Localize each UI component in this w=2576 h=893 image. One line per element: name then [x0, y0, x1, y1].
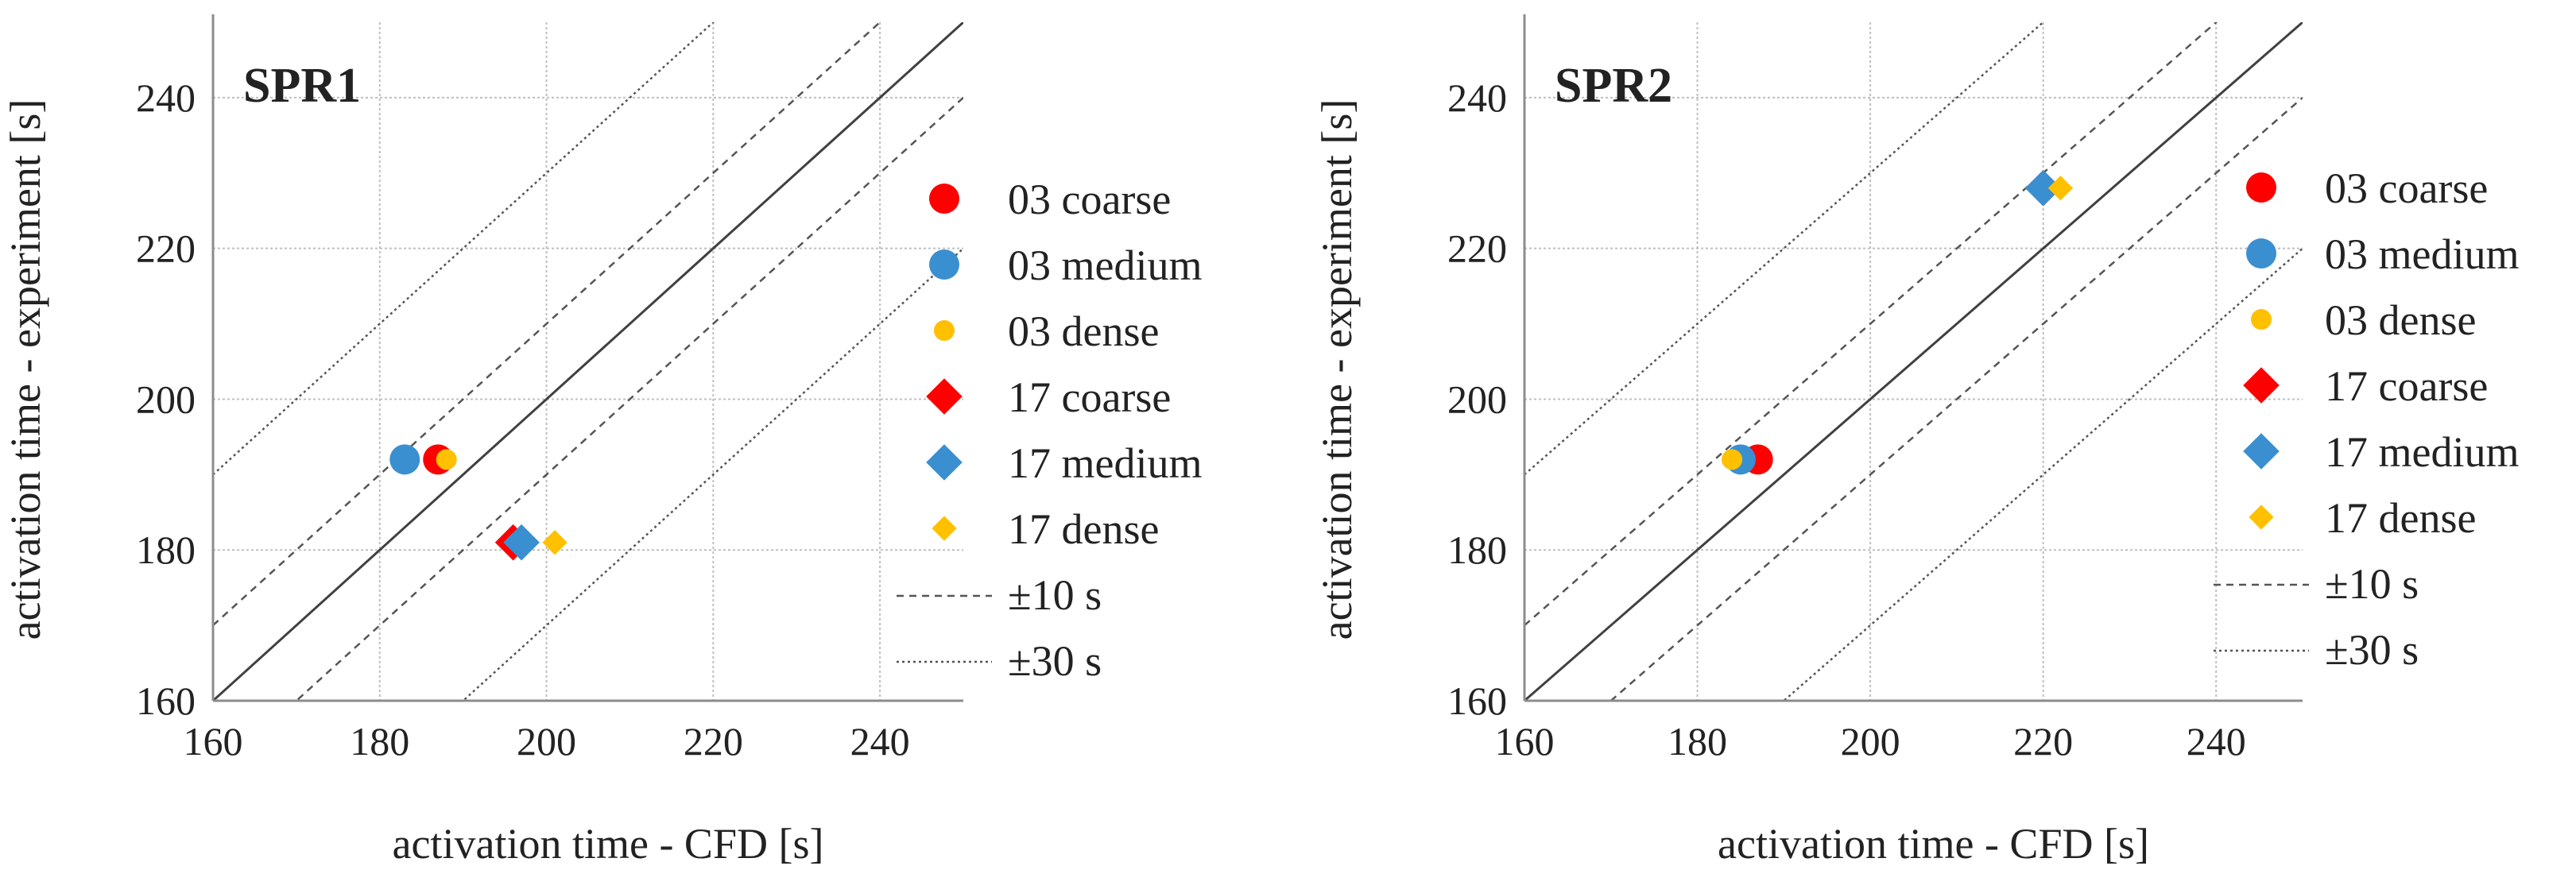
legend-label: 03 coarse [2325, 164, 2488, 212]
data-point-17-medium [2024, 169, 2062, 207]
x-tick-label: 180 [1668, 719, 1727, 763]
y-tick-label: 220 [1447, 226, 1507, 271]
x-tick-label: 200 [517, 719, 576, 763]
reference-lines [1524, 22, 2303, 701]
legend-label: 03 medium [1008, 242, 1202, 289]
legend-marker [2251, 309, 2272, 330]
legend-label: 03 medium [2325, 230, 2519, 278]
identity-line [213, 22, 963, 701]
legend-label: 17 dense [1008, 505, 1159, 553]
data-point-17-dense [2047, 176, 2074, 201]
x-tick-label: 180 [350, 719, 409, 763]
legend-label: 17 coarse [1008, 373, 1171, 421]
y-tick-label: 200 [136, 377, 196, 421]
legend-marker [929, 184, 959, 214]
y-axis-title: activation time - experiment [s] [1313, 99, 1361, 640]
data-point-03-dense [436, 449, 457, 470]
x-tick-label: 160 [184, 719, 243, 763]
gridlines [1524, 22, 2303, 701]
legend-label: 03 dense [2325, 296, 2476, 344]
x-tick-label: 200 [1841, 719, 1900, 763]
legend-label: 17 dense [2325, 494, 2476, 542]
ref-line-30s [213, 22, 715, 476]
legend-label: ±30 s [2325, 626, 2419, 674]
data-points [389, 444, 567, 561]
chart-panel-1: 160 180 200 220 240 160 180 200 220 240 activation… [2, 14, 1202, 868]
legend-marker [2243, 367, 2280, 404]
legend-label: ±10 s [2325, 560, 2419, 608]
data-points [1722, 169, 2074, 475]
y-tick-label: 160 [1447, 678, 1507, 723]
x-tick-label: 240 [850, 719, 910, 763]
legend-marker [926, 378, 963, 415]
legend-marker [932, 516, 957, 541]
legend-marker [2249, 504, 2274, 530]
ref-line-30s [461, 247, 963, 701]
x-tick-label: 240 [2187, 719, 2246, 763]
legend-label: ±30 s [1008, 637, 1102, 685]
legend-label: ±10 s [1008, 571, 1102, 619]
gridlines [213, 22, 963, 701]
x-tick-label: 220 [2013, 719, 2073, 763]
identity-line [1524, 22, 2303, 701]
legend-marker [2246, 238, 2276, 269]
y-tick-label: 240 [136, 75, 196, 120]
legend-marker [2243, 433, 2280, 470]
x-axis-title: activation time - CFD [s] [1718, 820, 2149, 868]
ref-line-30s [1782, 247, 2303, 701]
y-tick-label: 200 [1447, 377, 1507, 421]
y-tick-label: 240 [1447, 75, 1507, 120]
panel-title: SPR1 [243, 59, 361, 113]
y-tick-label: 180 [1447, 528, 1507, 572]
ref-line-10s [295, 96, 963, 701]
legend: 03 coarse 03 medium 03 dense 17 coarse 17 me… [897, 176, 1202, 685]
ref-line-10s [1609, 96, 2303, 701]
panel-title: SPR2 [1555, 59, 1672, 113]
legend-label: 17 medium [1008, 439, 1202, 487]
ref-line-10s [1524, 22, 2218, 627]
reference-lines [213, 22, 963, 701]
ref-line-10s [213, 22, 881, 627]
legend-label: 03 coarse [1008, 176, 1171, 223]
legend: 03 coarse 03 medium 03 dense 17 coarse 17 me… [2214, 164, 2519, 674]
legend-label: 17 coarse [2325, 362, 2488, 410]
legend-label: 03 dense [1008, 307, 1159, 355]
legend-label: 17 medium [2325, 428, 2519, 476]
data-point-17-medium [503, 524, 540, 561]
x-tick-label: 160 [1495, 719, 1555, 763]
data-point-17-dense [542, 530, 567, 555]
y-axis-title: activation time - experiment [s] [2, 99, 49, 640]
y-tick-label: 160 [136, 678, 196, 723]
legend-marker [934, 320, 955, 341]
chart-panel-2: 160 180 200 220 240 160 180 200 220 240 activation… [1313, 14, 2519, 868]
x-tick-label: 220 [684, 719, 743, 763]
legend-marker [2246, 172, 2276, 203]
data-point-03-dense [1722, 449, 1743, 470]
y-tick-label: 220 [136, 226, 196, 271]
data-point-03-medium [389, 444, 420, 475]
x-axis-title: activation time - CFD [s] [393, 820, 824, 868]
legend-marker [926, 444, 963, 481]
y-tick-label: 180 [136, 528, 196, 572]
legend-marker [929, 249, 959, 280]
